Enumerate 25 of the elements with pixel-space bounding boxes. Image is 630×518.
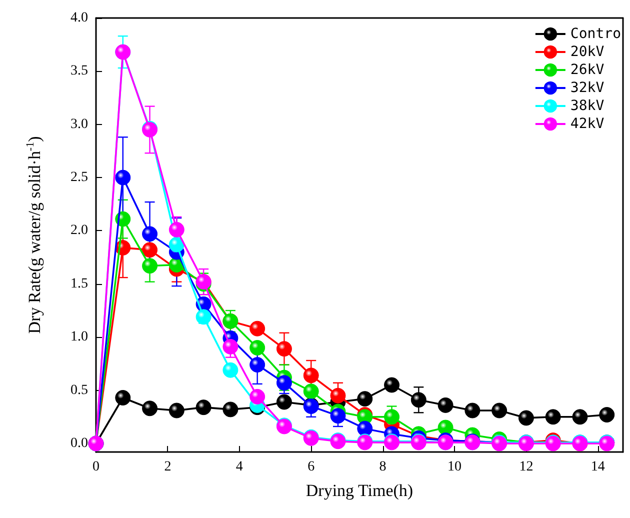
- x-tick-label: 0: [92, 460, 100, 474]
- legend-label: 42kV: [570, 116, 605, 132]
- y-axis-title: Dry Rate(g water/g solid·h-1): [24, 136, 44, 334]
- y-tick-label: 2.0: [70, 223, 88, 238]
- y-tick-label: 1.0: [70, 330, 88, 345]
- y-tick-label: 1.5: [70, 276, 88, 292]
- x-tick-label: 14: [590, 460, 605, 474]
- x-tick-label: 6: [308, 460, 315, 474]
- legend-label: Contro: [570, 26, 622, 42]
- legend-label: 20kV: [570, 44, 605, 60]
- y-tick-label: 3.5: [70, 64, 88, 79]
- legend-label: 38kV: [570, 98, 605, 114]
- y-tick-label: 2.5: [70, 170, 88, 186]
- x-tick-label: 4: [236, 460, 243, 474]
- x-axis-title: Drying Time(h): [306, 481, 414, 500]
- legend-label: 26kV: [570, 62, 605, 78]
- y-tick-label: 0.0: [70, 436, 88, 451]
- x-tick-label: 10: [448, 460, 462, 474]
- x-tick-label: 12: [519, 460, 534, 474]
- x-tick-label: 8: [379, 460, 386, 474]
- x-tick-label: 2: [164, 460, 172, 474]
- y-tick-label: 3.0: [70, 116, 88, 132]
- y-tick-label: 0.5: [70, 382, 88, 398]
- legend-label: 32kV: [570, 80, 605, 96]
- y-tick-label: 4.0: [70, 10, 88, 26]
